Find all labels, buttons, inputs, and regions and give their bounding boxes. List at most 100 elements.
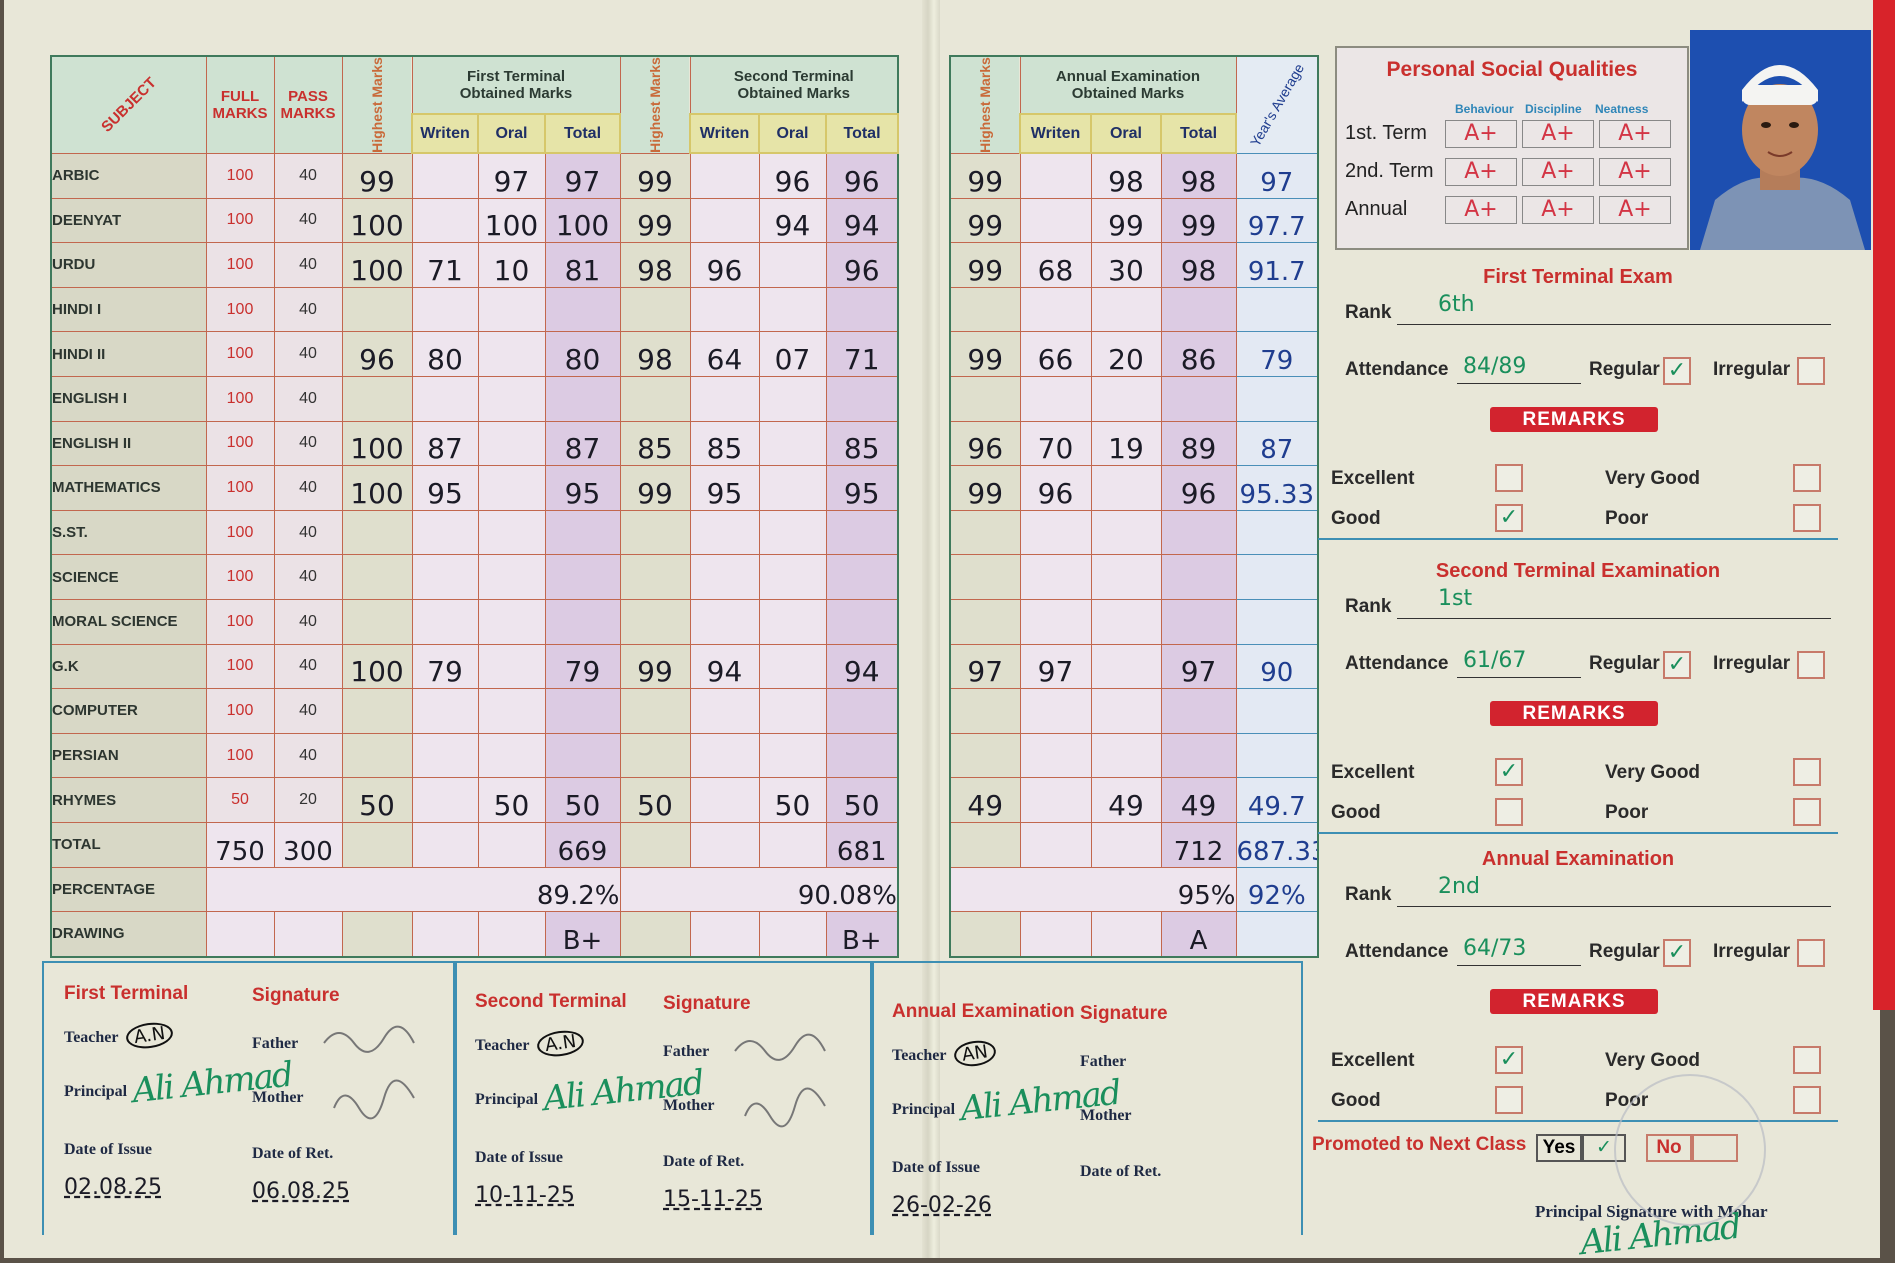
psq-row-label: Annual [1345,198,1408,220]
principal-label: Principal [475,1091,539,1108]
t2-total: 95 [825,465,899,511]
regular-checkbox[interactable]: ✓ [1663,357,1691,385]
date-ret-value[interactable]: 15-11-25 [663,1187,763,1212]
signature-heading: Signature [663,993,751,1014]
excellent-checkbox[interactable]: ✓ [1495,758,1523,786]
regular-checkbox[interactable]: ✓ [1663,651,1691,679]
t1-written: 87 [411,420,479,467]
attendance-label: Attendance [1345,941,1449,962]
excellent-checkbox[interactable]: ✓ [1495,1046,1523,1074]
promoted-label: Promoted to Next Class [1312,1134,1527,1155]
pass-marks: 40 [273,465,343,511]
t2-written: 94 [689,643,760,690]
subject-row-annual [949,509,1319,556]
promoted-yes-checkbox[interactable]: ✓ [1582,1134,1626,1162]
subject-row: URDU 100 40 100 71 10 81 98 96 96 [50,242,899,288]
annual-total [1160,375,1237,422]
attendance-value[interactable]: 84/89 [1463,354,1527,379]
good-checkbox[interactable]: ✓ [1495,504,1523,532]
t2-highest [619,911,691,958]
drawing-pass [273,911,343,958]
regular-checkbox[interactable]: ✓ [1663,939,1691,967]
t2-written [689,777,760,823]
annual-written [1019,197,1092,244]
rank-value[interactable]: 2nd [1438,874,1480,899]
regular-label: Regular [1589,359,1660,380]
years-average: 87 [1235,420,1319,467]
t1-oral: 50 [477,777,546,823]
poor-checkbox[interactable] [1793,504,1821,532]
good-checkbox[interactable] [1495,798,1523,826]
t1-total [544,286,621,333]
years-average: 90 [1235,643,1319,690]
total-pass: 300 [273,821,343,868]
psq-row-label: 1st. Term [1345,122,1427,144]
teacher-signature: A.N [124,1019,175,1052]
subject-row: ENGLISH II 100 40 100 87 87 85 85 85 [50,420,899,467]
annual-text-line1: Annual Examination [1055,68,1201,85]
years-average [1235,554,1319,600]
annual-highest [949,554,1021,600]
t2-oral [758,821,827,868]
years-average: 97 [1235,152,1319,199]
rank-value[interactable]: 6th [1438,292,1475,317]
drawing-row: DRAWING B+ B+ [50,911,899,958]
attendance-value[interactable]: 61/67 [1463,648,1527,673]
annual-highest [949,375,1021,422]
good-checkbox[interactable] [1495,1086,1523,1114]
psq-grade: A+ [1599,196,1671,224]
second-terminal-text-line2: Obtained Marks [737,85,851,102]
promoted-no-checkbox[interactable] [1692,1134,1738,1162]
irregular-checkbox[interactable] [1797,651,1825,679]
annual-highest: 49 [949,777,1021,823]
average-percentage: 92% [1235,866,1319,913]
annual-written [1019,286,1092,333]
date-issue-value[interactable]: 02.08.25 [64,1175,162,1200]
irregular-checkbox[interactable] [1797,357,1825,385]
date-issue-value[interactable]: 10-11-25 [475,1183,575,1208]
t1-written [411,554,479,600]
excellent-checkbox[interactable] [1495,464,1523,492]
t2-total: 71 [825,331,899,377]
rank-value[interactable]: 1st [1438,586,1473,611]
t2-highest [619,554,691,600]
t1-highest: 50 [341,777,413,823]
irregular-checkbox[interactable] [1797,939,1825,967]
very-good-checkbox[interactable] [1793,464,1821,492]
rank-label: Rank [1345,302,1392,323]
full-marks: 100 [205,688,275,734]
annual-highest: 96 [949,420,1021,467]
attendance-value[interactable]: 64/73 [1463,936,1527,961]
irregular-label: Irregular [1713,359,1791,380]
t2-written [689,152,760,199]
subject-header-text: SUBJECT [97,73,160,136]
psq-grade: A+ [1522,196,1594,224]
date-issue-value[interactable]: 26-02-26 [892,1193,992,1218]
student-photo [1690,30,1871,250]
teacher-signature: A.N [535,1027,586,1060]
header-subject: SUBJECT [50,55,207,154]
father-label: Father [252,1035,299,1052]
date-ret-value[interactable]: 06.08.25 [252,1179,350,1204]
poor-label: Poor [1605,508,1649,529]
total-full: 750 [205,821,275,868]
principal-signature-label: Principal Signature with Mohar [1535,1202,1768,1221]
psq-grade: A+ [1445,120,1517,148]
check-icon: ✓ [1596,1137,1612,1158]
t2-total [825,732,899,779]
annual-written [1019,911,1092,958]
subject-name: ENGLISH I [50,375,207,422]
annual-written [1019,554,1092,600]
t1-total: 95 [544,465,621,511]
annual-total: 49 [1160,777,1237,823]
t2-oral: 50 [758,777,827,823]
poor-checkbox[interactable] [1793,1086,1821,1114]
header-years-average: Year's Average [1235,55,1319,154]
very-good-checkbox[interactable] [1793,758,1821,786]
subject-row: COMPUTER 100 40 [50,688,899,734]
subject-row-annual: 97 97 97 90 [949,643,1319,690]
very-good-checkbox[interactable] [1793,1046,1821,1074]
marks-table-annual: Highest Marks Annual Examination Obtained … [949,55,1320,958]
t2-written [689,688,760,734]
poor-checkbox[interactable] [1793,798,1821,826]
